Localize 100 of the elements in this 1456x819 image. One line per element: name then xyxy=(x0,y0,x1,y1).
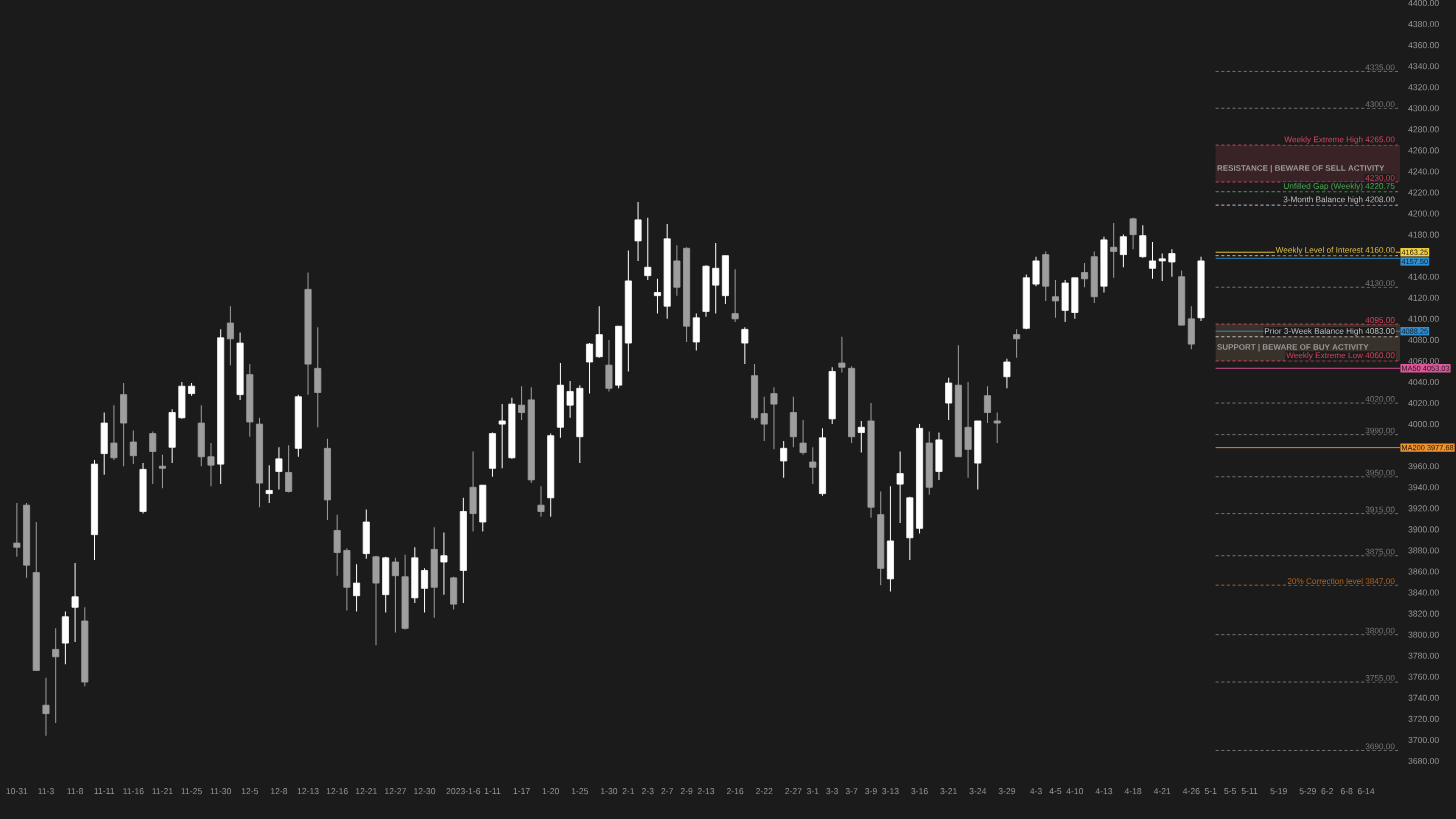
x-tick-label: 2-22 xyxy=(756,788,773,795)
x-tick-label: 5-29 xyxy=(1299,788,1316,795)
x-tick-label: 12-5 xyxy=(241,788,259,795)
y-tick-label: 3740.00 xyxy=(1408,694,1439,701)
y-tick-label: 3960.00 xyxy=(1408,463,1439,470)
y-tick-label: 4080.00 xyxy=(1408,336,1439,343)
x-tick-label: 11-8 xyxy=(67,788,83,795)
y-tick-label: 4240.00 xyxy=(1408,168,1439,175)
x-tick-label: 12-16 xyxy=(326,788,348,795)
y-tick-label: 3920.00 xyxy=(1408,505,1439,512)
x-tick-label: 2-9 xyxy=(680,788,693,795)
x-tick-label: 5-5 xyxy=(1224,788,1237,795)
x-tick-label: 12-8 xyxy=(270,788,288,795)
x-tick-label: 4-5 xyxy=(1049,788,1062,795)
x-tick-label: 11-11 xyxy=(94,788,115,794)
y-tick-label: 4380.00 xyxy=(1408,21,1439,28)
y-tick-label: 3840.00 xyxy=(1408,589,1439,596)
ref-line-label: 4230.00 xyxy=(1365,174,1395,181)
x-tick-label: 1-11 xyxy=(484,788,501,794)
y-tick-label: 4100.00 xyxy=(1408,315,1439,322)
x-tick-label: 4-26 xyxy=(1182,788,1200,795)
y-tick-label: 3860.00 xyxy=(1408,568,1439,575)
y-tick-label: 3900.00 xyxy=(1408,526,1439,533)
x-tick-label: 2-16 xyxy=(726,788,744,795)
x-tick-label: 11-21 xyxy=(152,788,173,795)
ref-line-label: 20% Correction level 3847.00 xyxy=(1287,577,1395,584)
x-tick-label: 11-16 xyxy=(123,788,144,795)
y-tick-label: 4040.00 xyxy=(1408,378,1439,386)
x-tick-label: 6-2 xyxy=(1321,788,1334,795)
y-tick-label: 3820.00 xyxy=(1408,610,1439,617)
ref-line-label: 3690.00 xyxy=(1365,743,1395,750)
y-tick-label: 3780.00 xyxy=(1408,652,1439,659)
y-tick-label: 4140.00 xyxy=(1408,273,1439,280)
y-tick-label: 3940.00 xyxy=(1408,484,1439,491)
x-tick-label: 12-21 xyxy=(355,788,377,795)
x-tick-label: 6-8 xyxy=(1340,788,1353,795)
x-tick-label: 3-13 xyxy=(882,788,899,795)
x-tick-label: 12-27 xyxy=(385,788,406,795)
ref-line-label: Unfilled Gap (Weekly) 4220.75 xyxy=(1284,182,1395,191)
x-tick-label: 3-7 xyxy=(845,788,858,795)
y-tick-label: 3700.00 xyxy=(1408,736,1439,743)
x-tick-label: 3-21 xyxy=(940,788,957,795)
x-tick-label: 2-7 xyxy=(661,788,673,795)
x-tick-label: 12-13 xyxy=(297,788,319,795)
band-label: SUPPORT | BEWARE OF BUY ACTIVITY xyxy=(1217,343,1369,352)
ref-line-label: 4020.00 xyxy=(1365,396,1395,402)
ref-line-label: Weekly Level of Interest 4160.00 xyxy=(1275,246,1395,255)
ref-line-label: 4300.00 xyxy=(1365,101,1395,108)
y-tick-label: 4060.00 xyxy=(1408,357,1439,364)
band-label: RESISTANCE | BEWARE OF SELL ACTIVITY xyxy=(1217,164,1385,173)
ref-line-label: Weekly Extreme Low 4060.00 xyxy=(1286,352,1395,360)
ref-line-label: 3990.00 xyxy=(1365,427,1395,434)
x-tick-label: 3-24 xyxy=(969,788,987,795)
x-tick-label: 1-30 xyxy=(601,788,618,795)
x-tick-label: 10-31 xyxy=(6,788,28,795)
x-tick-label: 11-3 xyxy=(38,788,54,795)
x-tick-label: 12-30 xyxy=(414,788,436,795)
y-tick-label: 3800.00 xyxy=(1408,631,1439,638)
x-tick-label: 1-20 xyxy=(542,788,559,795)
ref-line-label: 4095.00 xyxy=(1365,317,1395,323)
x-tick-label: 1-17 xyxy=(513,788,530,794)
ref-line-label: 4130.00 xyxy=(1365,280,1395,287)
ref-line-label: 4335.00 xyxy=(1365,64,1395,71)
x-tick-label: 3-16 xyxy=(911,788,928,795)
y-tick-label: 4000.00 xyxy=(1408,421,1439,428)
y-tick-label: 4280.00 xyxy=(1408,126,1439,133)
ref-line-label: Prior 3-Week Balance High 4083.00 xyxy=(1264,327,1395,336)
x-tick-label: 3-9 xyxy=(865,788,877,795)
y-tick-label: 4020.00 xyxy=(1408,400,1439,407)
ref-line-label: Weekly Extreme High 4265.00 xyxy=(1284,136,1395,144)
x-tick-label: 4-13 xyxy=(1095,788,1113,795)
y-tick-label: 4180.00 xyxy=(1408,231,1439,238)
y-tick-label: 3720.00 xyxy=(1408,715,1439,722)
x-tick-label: 5-1 xyxy=(1204,788,1217,795)
x-tick-label: 2-3 xyxy=(641,788,654,795)
x-tick-label: 2-1 xyxy=(622,788,635,795)
x-tick-label: 4-21 xyxy=(1153,788,1171,795)
y-tick-label: 4260.00 xyxy=(1408,147,1439,154)
x-tick-label: 4-18 xyxy=(1124,788,1142,795)
ref-line-label: 3755.00 xyxy=(1365,675,1395,681)
ref-line-label: 3-Month Balance high 4208.00 xyxy=(1283,196,1395,204)
ref-line-label: 3915.00 xyxy=(1365,506,1395,513)
x-tick-label: 6-14 xyxy=(1357,788,1375,795)
y-tick-label: 3680.00 xyxy=(1408,757,1439,765)
ref-line-label: 3800.00 xyxy=(1365,627,1395,634)
x-tick-label: 5-19 xyxy=(1270,788,1287,795)
y-tick-label: 4400.00 xyxy=(1408,0,1439,7)
y-tick-label: 4220.00 xyxy=(1408,189,1439,196)
y-tick-label: 3760.00 xyxy=(1408,673,1439,680)
y-tick-label: 4340.00 xyxy=(1408,63,1439,70)
x-tick-label: 4-3 xyxy=(1030,788,1042,795)
y-tick-label: 4360.00 xyxy=(1408,42,1439,49)
y-tick-label: 3880.00 xyxy=(1408,547,1439,554)
y-tick-label: 4320.00 xyxy=(1408,84,1439,91)
y-tick-label: 4200.00 xyxy=(1408,210,1439,217)
x-tick-label: 11-30 xyxy=(210,788,232,795)
x-tick-label: 2023-1-6 xyxy=(446,788,481,795)
ref-line-label: 3950.00 xyxy=(1365,469,1395,476)
x-tick-label: 3-29 xyxy=(998,788,1016,795)
x-tick-label: 3-1 xyxy=(806,788,819,795)
